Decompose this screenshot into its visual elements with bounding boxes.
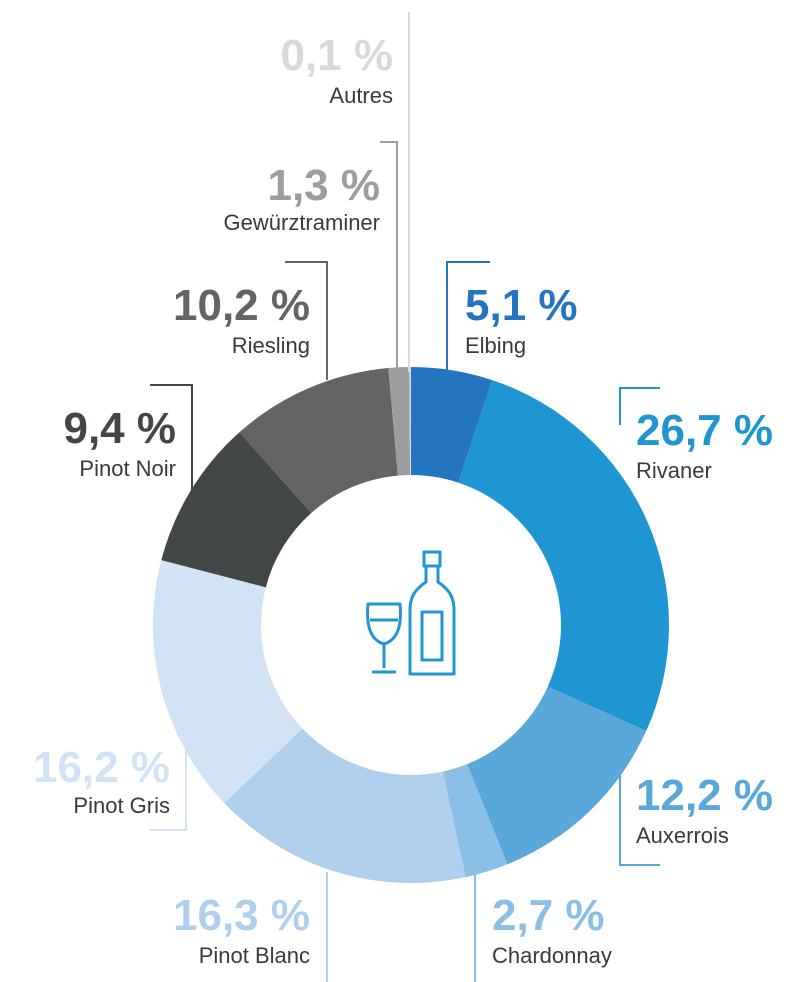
slice — [458, 380, 669, 731]
slice — [442, 764, 508, 878]
value-label: 9,4 % — [63, 404, 176, 453]
category-label: Gewürztraminer — [224, 210, 380, 235]
slice — [152, 560, 303, 804]
wine-icon — [366, 550, 456, 676]
category-label: Pinot Blanc — [199, 943, 310, 968]
slice — [411, 367, 493, 483]
slice — [161, 432, 312, 588]
value-label: 0,1 % — [280, 31, 393, 80]
leader-line — [285, 261, 328, 380]
leader-line — [446, 261, 490, 370]
value-label: 10,2 % — [173, 281, 310, 330]
value-label: 16,3 % — [173, 891, 310, 940]
leader-line — [150, 720, 187, 831]
category-label: Rivaner — [636, 458, 712, 483]
category-label: Pinot Gris — [73, 793, 170, 818]
category-label: Elbing — [465, 333, 526, 358]
category-label: Riesling — [232, 333, 310, 358]
labels: 5,1 % Elbing 26,7 % Rivaner 12,2 % Auxerrois 2… — [33, 12, 773, 982]
leader-line — [150, 384, 193, 490]
category-label: Auxerrois — [636, 823, 729, 848]
slice — [388, 367, 411, 476]
value-label: 12,2 % — [636, 771, 773, 820]
slice — [466, 686, 647, 865]
value-label: 5,1 % — [465, 281, 578, 330]
category-label: Autres — [329, 83, 393, 108]
value-label: 1,3 % — [267, 161, 380, 210]
category-label: Chardonnay — [492, 943, 612, 968]
category-label: Pinot Noir — [79, 456, 176, 481]
slice — [409, 367, 411, 476]
leader-line — [380, 141, 398, 372]
value-label: 26,7 % — [636, 406, 773, 455]
slice — [239, 367, 398, 513]
leader-line — [619, 750, 660, 866]
value-label: 16,2 % — [33, 743, 170, 792]
value-label: 2,7 % — [492, 891, 605, 940]
slices — [152, 367, 669, 883]
leader-line — [619, 387, 660, 425]
slice — [224, 728, 466, 883]
